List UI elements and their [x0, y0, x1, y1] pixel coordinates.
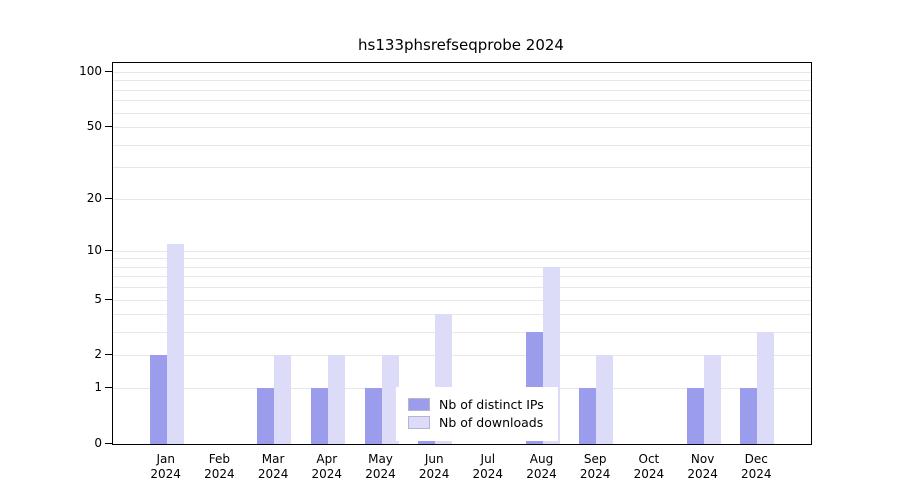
y-tick-mark-5 — [105, 298, 112, 300]
gridline-70 — [113, 100, 811, 102]
gridline-6 — [113, 287, 811, 289]
gridline-8 — [113, 266, 811, 268]
bar-dec-downloads — [757, 332, 775, 444]
plot-area: Nb of distinct IPs Nb of downloads — [112, 62, 812, 445]
x-tick-label-mar: Mar 2024 — [257, 452, 289, 481]
gridline-5 — [113, 299, 811, 301]
y-tick-mark-10 — [105, 249, 112, 251]
gridline-90 — [113, 80, 811, 82]
y-tick-mark-1 — [105, 387, 112, 389]
legend: Nb of distinct IPs Nb of downloads — [396, 387, 558, 441]
gridline-40 — [113, 144, 811, 146]
bar-jan-distinct-ips — [149, 355, 167, 444]
y-tick-label-50: 50 — [86, 119, 102, 134]
x-tick-label-dec: Dec 2024 — [741, 452, 772, 481]
y-tick-label-20: 20 — [86, 190, 102, 205]
legend-item-distinct-ips: Nb of distinct IPs — [408, 397, 544, 412]
y-tick-label-1: 1 — [94, 380, 102, 395]
gridline-2 — [113, 355, 811, 357]
legend-item-downloads: Nb of downloads — [408, 415, 544, 430]
y-tick-mark-2 — [105, 354, 112, 356]
x-tick-label-feb: Feb 2024 — [204, 452, 235, 481]
bar-may-downloads — [381, 355, 399, 444]
x-tick-label-apr: Apr 2024 — [311, 452, 343, 481]
y-tick-label-0: 0 — [94, 436, 102, 450]
gridline-4 — [113, 314, 811, 316]
y-tick-label-100: 100 — [79, 64, 102, 78]
y-tick-label-2: 2 — [94, 347, 102, 362]
bar-jan-downloads — [166, 243, 184, 444]
gridline-7 — [113, 276, 811, 278]
x-tick-label-may: May 2024 — [365, 452, 396, 481]
bar-nov-distinct-ips — [686, 388, 704, 444]
y-tick-label-5: 5 — [94, 291, 102, 306]
gridline-80 — [113, 89, 811, 91]
bar-nov-downloads — [703, 355, 721, 444]
bar-apr-distinct-ips — [310, 388, 328, 444]
gridline-30 — [113, 167, 811, 169]
bar-mar-downloads — [274, 355, 292, 444]
gridline-50 — [113, 127, 811, 129]
gridline-9 — [113, 258, 811, 260]
legend-swatch-downloads — [408, 416, 430, 429]
x-tick-label-aug: Aug 2024 — [526, 452, 557, 481]
x-tick-label-jan: Jan 2024 — [150, 452, 181, 481]
x-tick-label-jul: Jul 2024 — [472, 452, 504, 481]
legend-label-downloads: Nb of downloads — [439, 415, 544, 430]
chart-title: hs133phsrefseqprobe 2024 — [358, 36, 564, 54]
gridline-3 — [113, 332, 811, 334]
x-tick-label-nov: Nov 2024 — [687, 452, 718, 481]
bar-dec-distinct-ips — [740, 388, 758, 444]
y-tick-mark-50 — [105, 126, 112, 128]
y-tick-mark-20 — [105, 197, 112, 199]
gridline-60 — [113, 112, 811, 114]
gridline-100 — [113, 72, 811, 73]
bar-sep-downloads — [596, 355, 614, 444]
bar-apr-downloads — [327, 355, 345, 444]
bar-mar-distinct-ips — [257, 388, 275, 444]
x-tick-label-jun: Jun 2024 — [418, 452, 450, 481]
gridline-10 — [113, 250, 811, 252]
y-tick-mark-100 — [105, 71, 112, 72]
legend-swatch-distinct-ips — [408, 398, 430, 411]
x-tick-label-sep: Sep 2024 — [579, 452, 611, 481]
bar-sep-distinct-ips — [579, 388, 597, 444]
bar-may-distinct-ips — [364, 388, 382, 444]
x-tick-label-oct: Oct 2024 — [633, 452, 665, 481]
y-tick-label-10: 10 — [86, 242, 102, 257]
y-tick-mark-0 — [105, 443, 112, 444]
legend-label-distinct-ips: Nb of distinct IPs — [439, 397, 544, 412]
gridline-20 — [113, 198, 811, 200]
